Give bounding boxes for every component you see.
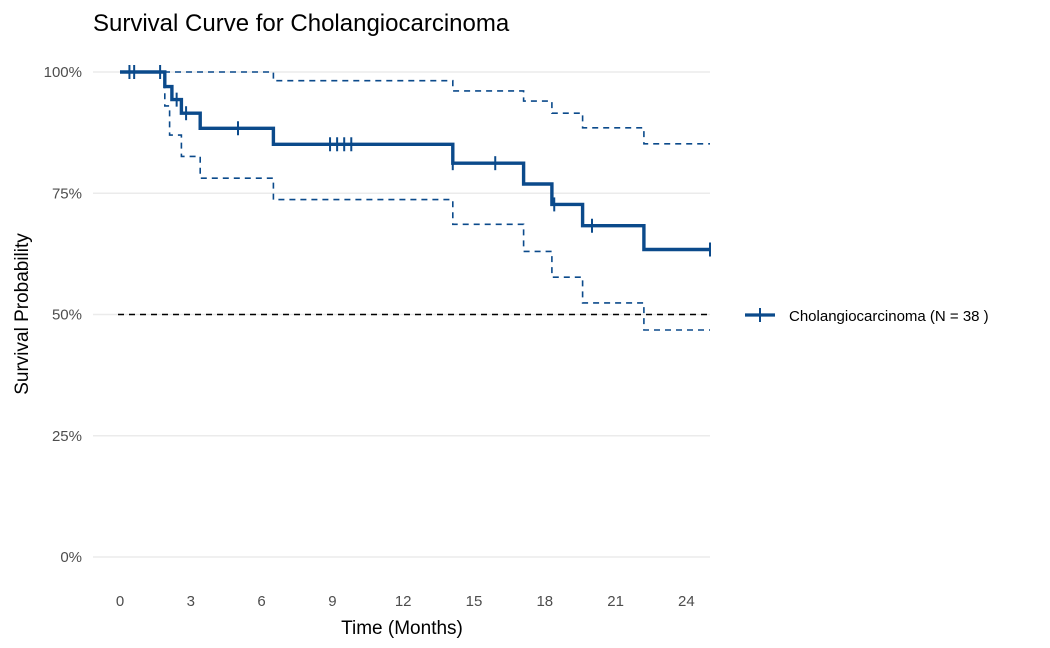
x-tick-label: 0 [116, 593, 124, 610]
legend: Cholangiocarcinoma (N = 38 ) [745, 308, 989, 325]
x-tick-label: 9 [328, 593, 336, 610]
y-tick-label: 100% [44, 64, 82, 81]
x-tick-label: 6 [257, 593, 265, 610]
survival-curve [120, 70, 710, 252]
y-tick-label: 0% [60, 549, 82, 566]
ci-lower-line [120, 71, 710, 331]
y-axis-label: Survival Probability [12, 233, 33, 395]
y-tick-label: 75% [52, 185, 82, 202]
x-tick-label: 15 [466, 593, 483, 610]
x-tick-label: 3 [187, 593, 195, 610]
x-tick-label: 12 [395, 593, 412, 610]
x-axis-label: Time (Months) [341, 618, 463, 639]
plot-area [118, 65, 711, 331]
x-tick-label: 21 [607, 593, 624, 610]
x-tick-label: 24 [678, 593, 695, 610]
x-tick-label: 18 [536, 593, 553, 610]
ci-upper-line [120, 71, 710, 145]
y-tick-label: 50% [52, 307, 82, 324]
x-axis-ticks: 0 3 6 9 12 15 18 21 24 [116, 593, 695, 610]
y-axis-ticks: 0% 25% 50% 75% 100% [44, 64, 82, 566]
legend-label: Cholangiocarcinoma (N = 38 ) [789, 308, 989, 325]
y-tick-label: 25% [52, 428, 82, 445]
chart-title: Survival Curve for Cholangiocarcinoma [93, 10, 510, 37]
